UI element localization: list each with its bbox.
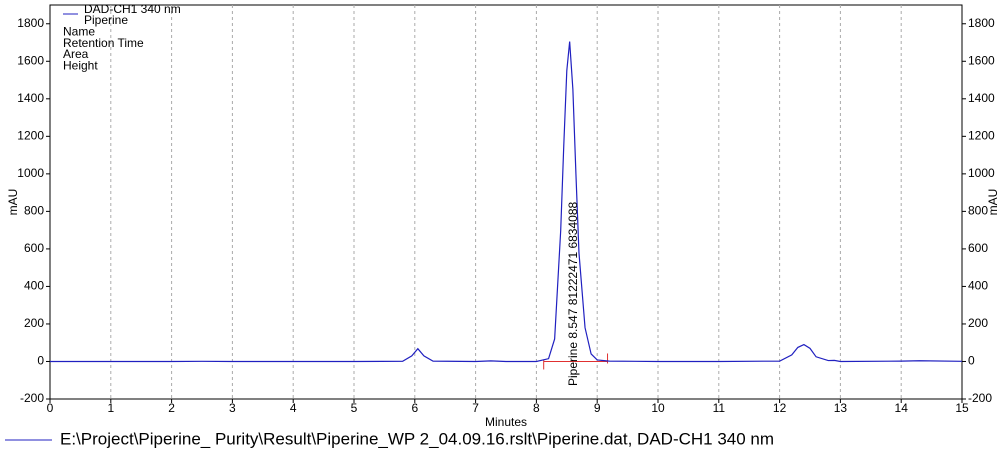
y2-tick-label: 600 [968, 241, 988, 255]
legend-line: Piperine [84, 13, 128, 27]
y-axis-label: mAU [6, 189, 20, 216]
x-tick-label: 4 [290, 401, 297, 415]
y-tick-label: 1000 [17, 166, 44, 180]
y2-tick-label: 1400 [968, 91, 995, 105]
x-tick-label: 10 [651, 401, 665, 415]
x-tick-label: 1 [107, 401, 114, 415]
y2-tick-label: 800 [968, 204, 988, 218]
y2-tick-label: 0 [968, 354, 975, 368]
x-tick-label: 8 [533, 401, 540, 415]
y-tick-label: 1800 [17, 16, 44, 30]
y2-axis-label: mAU [986, 189, 1000, 216]
y2-tick-label: 1800 [968, 16, 995, 30]
y2-tick-label: 1000 [968, 166, 995, 180]
x-tick-label: 14 [895, 401, 909, 415]
x-tick-label: 7 [472, 401, 479, 415]
y2-tick-label: -200 [968, 391, 992, 405]
x-axis-label: Minutes [485, 415, 527, 429]
plot-frame [49, 4, 963, 400]
y-tick-label: 400 [24, 279, 44, 293]
y2-tick-label: 200 [968, 316, 988, 330]
x-tick-label: 6 [411, 401, 418, 415]
y-tick-label: 1400 [17, 91, 44, 105]
x-tick-label: 15 [955, 401, 969, 415]
y-tick-label: 200 [24, 316, 44, 330]
y-tick-label: 800 [24, 204, 44, 218]
y-tick-label: -200 [20, 391, 44, 405]
x-tick-label: 2 [168, 401, 175, 415]
y2-tick-label: 400 [968, 279, 988, 293]
y-tick-label: 600 [24, 241, 44, 255]
x-tick-label: 3 [229, 401, 236, 415]
legend-line: Name [63, 24, 95, 38]
legend-line: Retention Time [63, 36, 144, 50]
y-tick-label: 1200 [17, 129, 44, 143]
x-tick-label: 11 [713, 401, 726, 415]
peak-label: Piperine 8.547 81222471 6834088 [566, 202, 580, 386]
x-tick-label: 5 [351, 401, 358, 415]
footer-text: E:\Project\Piperine_ Purity\Result\Piper… [60, 429, 774, 448]
x-tick-label: 13 [834, 401, 848, 415]
data-line [50, 41, 963, 363]
legend-line: Height [63, 58, 98, 72]
legend-line: Area [63, 47, 89, 61]
y-tick-label: 0 [37, 354, 44, 368]
y2-tick-label: 1200 [968, 129, 995, 143]
x-tick-label: 9 [594, 401, 601, 415]
y-tick-label: 1600 [17, 53, 44, 67]
x-tick-label: 0 [47, 401, 54, 415]
x-tick-label: 12 [773, 401, 787, 415]
y2-tick-label: 1600 [968, 53, 995, 67]
legend-label: DAD-CH1 340 nm [84, 2, 181, 16]
